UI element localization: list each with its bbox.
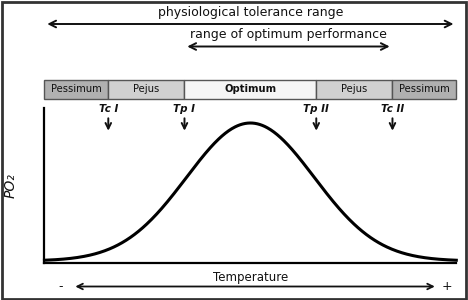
- Text: Pessimum: Pessimum: [399, 84, 450, 94]
- Text: Pejus: Pejus: [341, 84, 367, 94]
- Bar: [108, 80, 184, 99]
- Text: Tp II: Tp II: [303, 103, 329, 113]
- Bar: [44, 80, 108, 99]
- Text: Pessimum: Pessimum: [51, 84, 102, 94]
- Text: Tc I: Tc I: [99, 103, 118, 113]
- Text: Pejus: Pejus: [133, 84, 160, 94]
- Bar: [184, 80, 316, 99]
- Text: physiological tolerance range: physiological tolerance range: [158, 6, 343, 19]
- Bar: [316, 80, 393, 99]
- Text: Temperature: Temperature: [213, 271, 288, 284]
- Text: Optimum: Optimum: [224, 84, 277, 94]
- Text: -: -: [58, 280, 63, 293]
- Text: +: +: [442, 280, 452, 293]
- Text: Tp I: Tp I: [174, 103, 196, 113]
- Text: PO₂: PO₂: [3, 174, 17, 198]
- Text: Tc II: Tc II: [381, 103, 404, 113]
- Bar: [393, 80, 456, 99]
- Text: range of optimum performance: range of optimum performance: [190, 28, 387, 41]
